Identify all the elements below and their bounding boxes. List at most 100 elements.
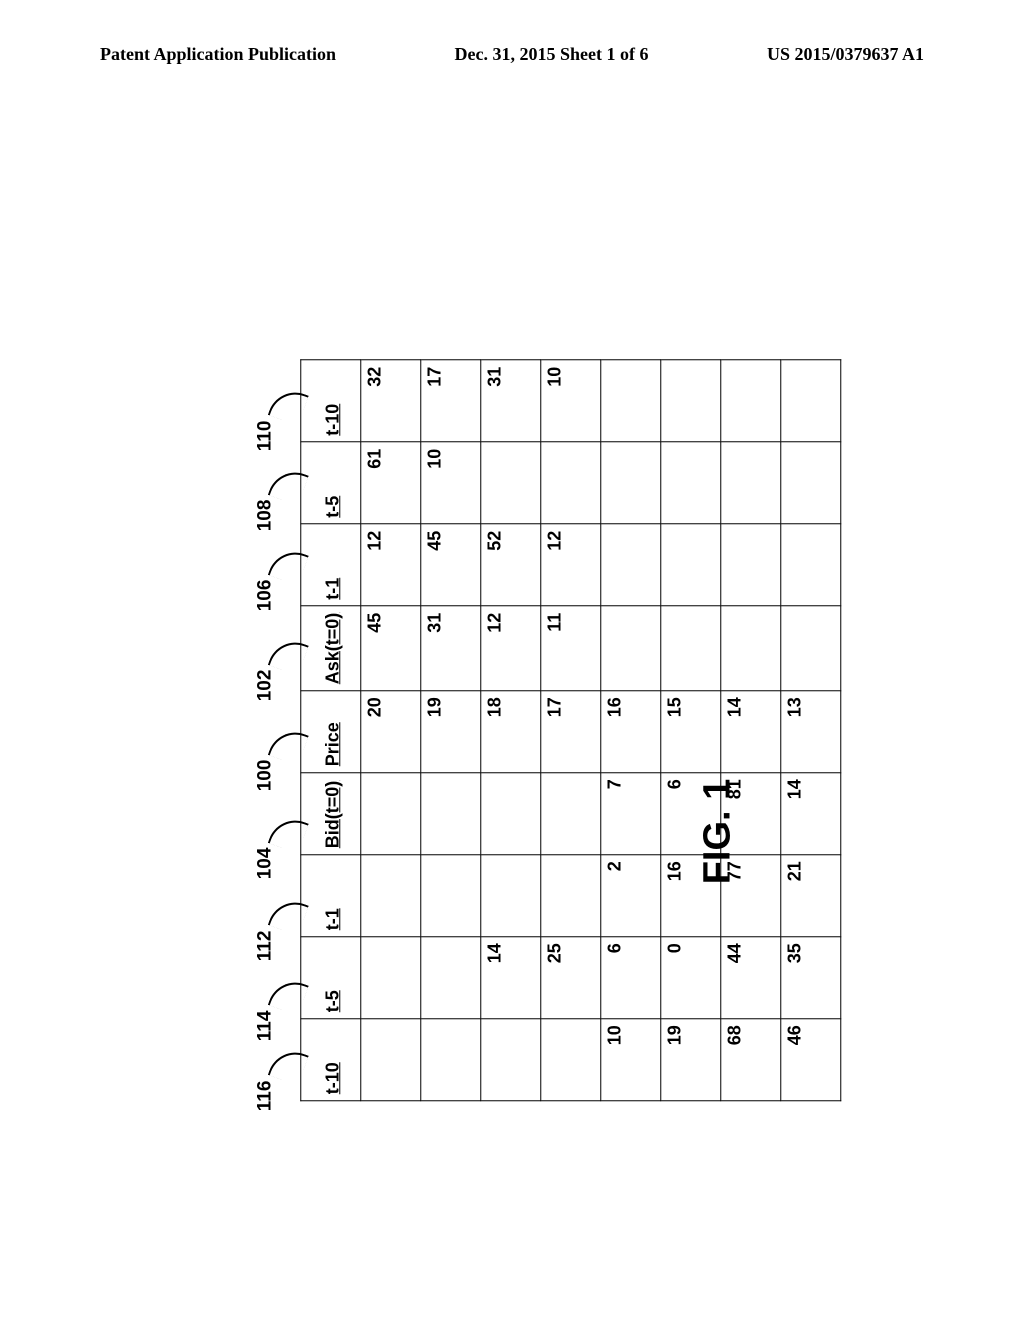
ref-106: 106 [254, 580, 276, 612]
col-header: t-1 [301, 855, 361, 937]
table-cell: 46 [781, 1019, 841, 1101]
ref-104: 104 [254, 848, 276, 880]
table-cell [601, 360, 661, 442]
table-cell: 15 [661, 691, 721, 773]
table-cell: 35 [781, 937, 841, 1019]
table-cell: 61 [361, 442, 421, 524]
table-cell [601, 524, 661, 606]
table-header-row: t-10 t-5 t-1 Bid(t=0) Price Ask(t=0) t-1… [301, 360, 361, 1101]
table-cell: 12 [361, 524, 421, 606]
table-cell: 12 [481, 606, 541, 691]
ref-label: 100 [254, 760, 275, 792]
table-cell [481, 855, 541, 937]
header-center: Dec. 31, 2015 Sheet 1 of 6 [455, 44, 649, 65]
table-cell: 21 [781, 855, 841, 937]
table-cell [361, 1019, 421, 1101]
ref-label: 106 [254, 580, 275, 612]
col-header: t-5 [301, 937, 361, 1019]
table-cell [481, 442, 541, 524]
table-cell [781, 442, 841, 524]
ref-116: 116 [254, 1081, 276, 1112]
ref-label: 104 [254, 848, 275, 880]
table-cell: 17 [541, 691, 601, 773]
table-cell: 0 [661, 937, 721, 1019]
table-cell [781, 360, 841, 442]
table-body: 2045126132193145101714181252312517111210… [361, 360, 841, 1101]
table-cell [541, 1019, 601, 1101]
ref-label: 108 [254, 500, 275, 532]
table-row: 6844778114 [721, 360, 781, 1101]
table-cell: 25 [541, 937, 601, 1019]
ref-label: 114 [254, 1011, 275, 1042]
ref-label: 116 [254, 1081, 275, 1112]
table-row: 1062716 [601, 360, 661, 1101]
header-right: US 2015/0379637 A1 [767, 44, 924, 65]
table-cell: 2 [601, 855, 661, 937]
figure-container: 116 114 112 104 100 102 106 108 [300, 360, 841, 1102]
table-cell [361, 855, 421, 937]
table-cell: 14 [481, 937, 541, 1019]
table-cell [661, 606, 721, 691]
table-cell: 14 [781, 773, 841, 855]
table-row: 4635211413 [781, 360, 841, 1101]
table-cell [781, 524, 841, 606]
table-cell: 11 [541, 606, 601, 691]
table-cell [481, 773, 541, 855]
table-cell: 19 [661, 1019, 721, 1101]
table-cell: 17 [421, 360, 481, 442]
table-cell [421, 855, 481, 937]
table-cell [541, 855, 601, 937]
table-cell: 68 [721, 1019, 781, 1101]
ref-108: 108 [254, 500, 276, 532]
table-cell: 12 [541, 524, 601, 606]
table-cell [661, 442, 721, 524]
col-header: t-1 [301, 524, 361, 606]
ref-label: 110 [254, 421, 275, 452]
table-cell: 20 [361, 691, 421, 773]
table-cell: 13 [781, 691, 841, 773]
ref-112: 112 [254, 931, 276, 962]
table-cell: 16 [601, 691, 661, 773]
table-row: 2517111210 [541, 360, 601, 1101]
col-header: Price [301, 691, 361, 773]
table-cell [361, 773, 421, 855]
header-left: Patent Application Publication [100, 44, 336, 65]
table-cell [661, 360, 721, 442]
table-cell [481, 1019, 541, 1101]
order-book-table: t-10 t-5 t-1 Bid(t=0) Price Ask(t=0) t-1… [300, 360, 841, 1102]
table-cell [541, 773, 601, 855]
table-row: 19016615 [661, 360, 721, 1101]
table-cell: 31 [421, 606, 481, 691]
ref-110: 110 [254, 421, 276, 452]
table-cell [781, 606, 841, 691]
table-cell: 45 [421, 524, 481, 606]
table-cell [661, 524, 721, 606]
table-cell [721, 524, 781, 606]
table-cell [421, 773, 481, 855]
table-cell: 45 [361, 606, 421, 691]
table-cell: 32 [361, 360, 421, 442]
ref-label: 112 [254, 931, 275, 962]
table-row: 1418125231 [481, 360, 541, 1101]
table-cell [721, 606, 781, 691]
ref-102: 102 [254, 670, 276, 702]
table-row: 1931451017 [421, 360, 481, 1101]
table-cell [601, 606, 661, 691]
table-cell: 10 [601, 1019, 661, 1101]
col-header: t-10 [301, 360, 361, 442]
table-cell: 7 [601, 773, 661, 855]
table-row: 2045126132 [361, 360, 421, 1101]
table-cell: 18 [481, 691, 541, 773]
col-header: Ask(t=0) [301, 606, 361, 691]
figure-label: FIG. 1 [696, 779, 739, 885]
table-cell: 52 [481, 524, 541, 606]
table-cell: 10 [421, 442, 481, 524]
table-cell [721, 360, 781, 442]
table-cell: 6 [601, 937, 661, 1019]
table-cell [421, 1019, 481, 1101]
table-cell [421, 937, 481, 1019]
table-cell [601, 442, 661, 524]
col-header: Bid(t=0) [301, 773, 361, 855]
ref-100: 100 [254, 760, 276, 792]
ref-label: 102 [254, 670, 275, 702]
